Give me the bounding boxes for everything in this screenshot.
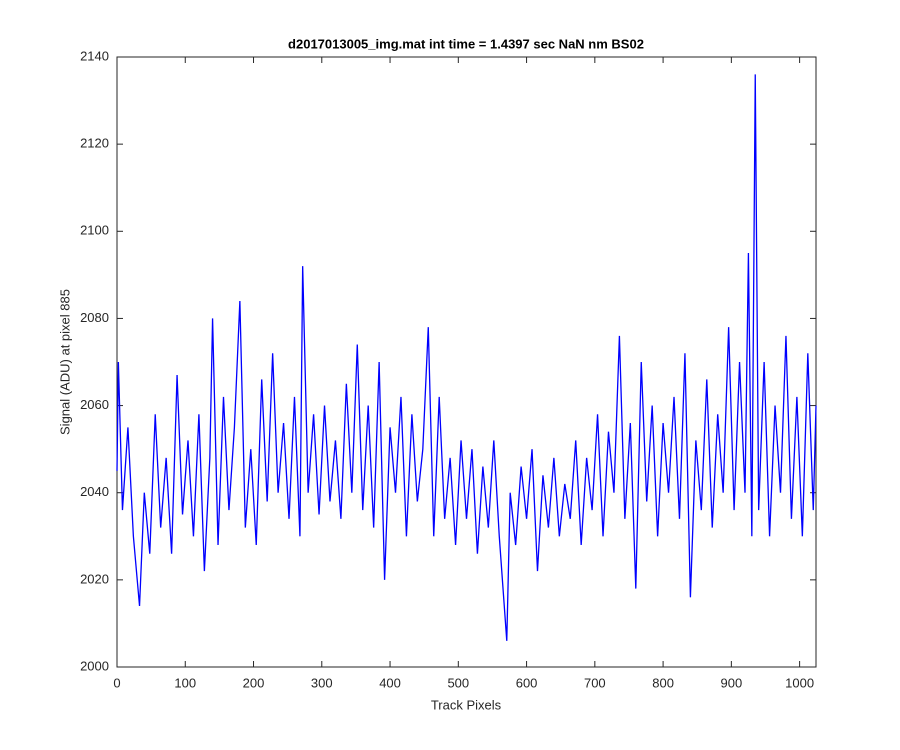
y-tick-label: 2020: [80, 571, 109, 586]
y-tick-label: 2060: [80, 397, 109, 412]
y-tick-label: 2040: [80, 484, 109, 499]
x-tick-label: 300: [311, 675, 333, 690]
y-axis-label: Signal (ADU) at pixel 885: [57, 289, 72, 435]
x-tick-label: 800: [652, 675, 674, 690]
y-tick-label: 2120: [80, 136, 109, 151]
y-tick-label: 2100: [80, 223, 109, 238]
data-line: [116, 74, 817, 641]
x-tick-label: 0: [113, 675, 120, 690]
y-tick-label: 2080: [80, 310, 109, 325]
x-tick-label: 1000: [785, 675, 814, 690]
x-tick-label: 200: [243, 675, 265, 690]
x-tick-label: 400: [379, 675, 401, 690]
x-axis-label: Track Pixels: [431, 697, 502, 712]
y-tick-label: 2140: [80, 48, 109, 63]
y-tick-label: 2000: [80, 658, 109, 673]
x-tick-label: 500: [447, 675, 469, 690]
x-tick-label: 600: [516, 675, 538, 690]
chart-title: d2017013005_img.mat int time = 1.4397 se…: [288, 36, 644, 51]
x-tick-label: 100: [174, 675, 196, 690]
x-tick-label: 900: [721, 675, 743, 690]
plot-area: [116, 56, 817, 668]
x-tick-label: 700: [584, 675, 606, 690]
